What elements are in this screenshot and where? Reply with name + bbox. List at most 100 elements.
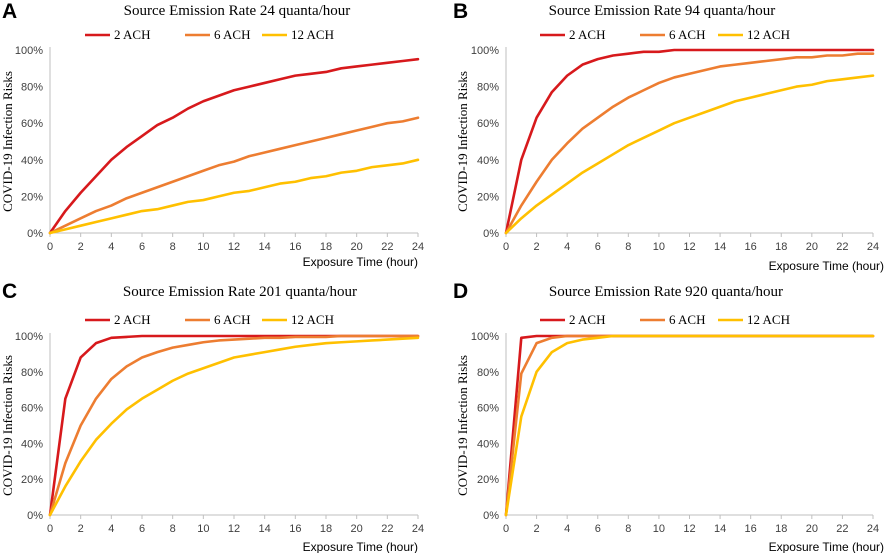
legend-label-6-ach: 6 ACH <box>214 312 250 327</box>
x-tick-label: 10 <box>197 523 209 535</box>
y-tick-label: 40% <box>21 438 43 450</box>
y-tick-label: 0% <box>27 228 43 240</box>
chart-title: Source Emission Rate 24 quanta/hour <box>124 3 351 19</box>
y-tick-label: 100% <box>15 331 43 343</box>
x-tick-label: 16 <box>745 241 757 253</box>
x-tick-label: 24 <box>867 241 879 253</box>
y-tick-label: 100% <box>471 331 499 343</box>
x-tick-label: 16 <box>745 523 757 535</box>
panel-letter: C <box>2 280 17 303</box>
legend-label-2-ach: 2 ACH <box>569 27 605 42</box>
y-tick-label: 0% <box>483 228 499 240</box>
x-tick-label: 22 <box>836 523 848 535</box>
y-tick-label: 80% <box>477 82 499 94</box>
x-tick-label: 8 <box>170 241 176 253</box>
y-tick-label: 20% <box>477 474 499 486</box>
x-tick-label: 14 <box>714 523 726 535</box>
y-tick-label: 80% <box>21 367 43 379</box>
legend-label-12-ach: 12 ACH <box>747 27 790 42</box>
x-tick-label: 14 <box>714 241 726 253</box>
x-tick-label: 6 <box>595 241 601 253</box>
legend-label-2-ach: 2 ACH <box>114 27 150 42</box>
x-tick-label: 16 <box>289 523 301 535</box>
x-tick-label: 14 <box>259 241 271 253</box>
x-tick-label: 2 <box>534 241 540 253</box>
y-tick-label: 40% <box>477 155 499 167</box>
x-axis-label: Exposure Time (hour) <box>303 255 418 269</box>
panel-letter: D <box>453 280 468 303</box>
x-tick-label: 8 <box>625 241 631 253</box>
x-tick-label: 18 <box>320 523 332 535</box>
x-tick-label: 4 <box>108 523 114 535</box>
x-tick-label: 16 <box>289 241 301 253</box>
x-tick-label: 18 <box>775 523 787 535</box>
x-tick-label: 2 <box>78 241 84 253</box>
x-tick-label: 20 <box>351 241 363 253</box>
series-line-2-ach <box>504 334 875 517</box>
series-line-2-ach <box>48 57 420 235</box>
legend-label-2-ach: 2 ACH <box>114 312 150 327</box>
legend-label-12-ach: 12 ACH <box>291 27 334 42</box>
x-tick-label: 14 <box>259 523 271 535</box>
legend-label-2-ach: 2 ACH <box>569 312 605 327</box>
y-tick-label: 20% <box>477 191 499 203</box>
y-tick-label: 60% <box>21 403 43 415</box>
y-axis-label: COVID-19 Infection Risks <box>455 355 470 496</box>
series-line-12-ach <box>48 158 420 235</box>
x-tick-label: 18 <box>775 241 787 253</box>
legend-label-12-ach: 12 ACH <box>291 312 334 327</box>
series-line-12-ach <box>504 334 875 517</box>
panel-letter: A <box>2 0 17 23</box>
y-tick-label: 0% <box>483 510 499 522</box>
y-tick-label: 40% <box>21 155 43 167</box>
x-tick-label: 12 <box>683 523 695 535</box>
chart-title: Source Emission Rate 920 quanta/hour <box>549 284 783 300</box>
x-tick-label: 0 <box>47 241 53 253</box>
x-tick-label: 8 <box>625 523 631 535</box>
x-tick-label: 20 <box>351 523 363 535</box>
x-tick-label: 20 <box>806 523 818 535</box>
legend-label-6-ach: 6 ACH <box>669 312 705 327</box>
y-tick-label: 60% <box>477 118 499 130</box>
chart-panel-c: C Source Emission Rate 201 quanta/hour 0% 2… <box>0 280 424 553</box>
x-tick-label: 24 <box>412 523 424 535</box>
y-tick-label: 100% <box>15 45 43 57</box>
x-tick-label: 22 <box>836 241 848 253</box>
x-tick-label: 12 <box>228 523 240 535</box>
chart-panel-a: A Source Emission Rate 24 quanta/hour0%20… <box>0 0 424 269</box>
x-tick-label: 0 <box>47 523 53 535</box>
x-tick-label: 6 <box>139 523 145 535</box>
x-tick-label: 2 <box>78 523 84 535</box>
x-tick-label: 6 <box>595 523 601 535</box>
x-tick-label: 4 <box>108 241 114 253</box>
x-tick-label: 0 <box>503 523 509 535</box>
series-line-12-ach <box>504 74 875 235</box>
x-tick-label: 24 <box>867 523 879 535</box>
x-tick-label: 4 <box>564 241 570 253</box>
x-tick-label: 22 <box>381 523 393 535</box>
y-axis-label: COVID-19 Infection Risks <box>0 71 15 212</box>
x-tick-label: 4 <box>564 523 570 535</box>
y-tick-label: 60% <box>21 118 43 130</box>
x-tick-label: 2 <box>534 523 540 535</box>
x-tick-label: 22 <box>381 241 393 253</box>
y-tick-label: 80% <box>21 82 43 94</box>
series-line-2-ach <box>48 334 420 517</box>
legend-label-6-ach: 6 ACH <box>214 27 250 42</box>
series-line-6-ach <box>48 334 420 517</box>
legend-label-6-ach: 6 ACH <box>669 27 705 42</box>
chart-title: Source Emission Rate 94 quanta/hour <box>549 3 776 19</box>
y-tick-label: 60% <box>477 403 499 415</box>
y-tick-label: 0% <box>27 510 43 522</box>
series-line-6-ach <box>504 52 875 235</box>
x-tick-label: 10 <box>653 523 665 535</box>
chart-panel-b: B Source Emission Rate 94 quanta/hour0%20… <box>453 0 884 273</box>
y-tick-label: 20% <box>21 474 43 486</box>
legend-label-12-ach: 12 ACH <box>747 312 790 327</box>
y-tick-label: 20% <box>21 191 43 203</box>
chart-panel-d: D Source Emission Rate 920 quanta/hour 0% 2… <box>453 280 884 553</box>
x-tick-label: 12 <box>683 241 695 253</box>
x-axis-label: Exposure Time (hour) <box>769 540 884 553</box>
chart-title: Source Emission Rate 201 quanta/hour <box>123 284 357 300</box>
